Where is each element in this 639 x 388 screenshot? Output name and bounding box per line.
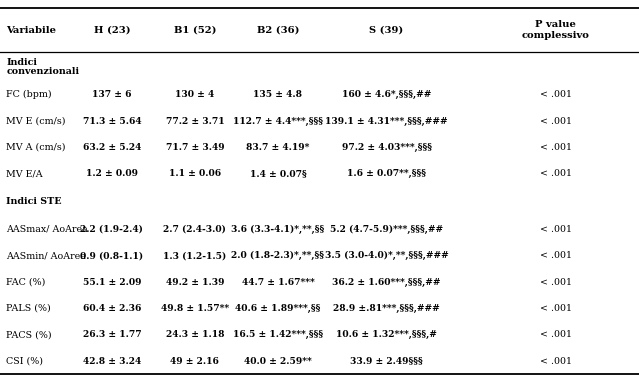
Text: 1.3 (1.2-1.5): 1.3 (1.2-1.5): [164, 251, 226, 260]
Text: 3.5 (3.0-4.0)*,**,§§§,###: 3.5 (3.0-4.0)*,**,§§§,###: [325, 251, 449, 260]
Text: AASmin/ AoArea: AASmin/ AoArea: [6, 251, 86, 260]
Text: MV E/A: MV E/A: [6, 169, 43, 178]
Text: H (23): H (23): [93, 26, 130, 35]
Text: Indici STE: Indici STE: [6, 197, 62, 206]
Text: 49.8 ± 1.57**: 49.8 ± 1.57**: [161, 304, 229, 313]
Text: S (39): S (39): [369, 26, 404, 35]
Text: 10.6 ± 1.32***,§§§,#: 10.6 ± 1.32***,§§§,#: [336, 330, 437, 340]
Text: 63.2 ± 5.24: 63.2 ± 5.24: [82, 143, 141, 152]
Text: FAC (%): FAC (%): [6, 277, 46, 287]
Text: 1.2 ± 0.09: 1.2 ± 0.09: [86, 169, 138, 178]
Text: 40.0 ± 2.59**: 40.0 ± 2.59**: [244, 357, 312, 366]
Text: 0.9 (0.8-1.1): 0.9 (0.8-1.1): [81, 251, 143, 260]
Text: 83.7 ± 4.19*: 83.7 ± 4.19*: [246, 143, 310, 152]
Text: 2.0 (1.8-2.3)*,**,§§: 2.0 (1.8-2.3)*,**,§§: [231, 251, 325, 260]
Text: Indici
convenzionali: Indici convenzionali: [6, 57, 79, 76]
Text: < .001: < .001: [540, 90, 572, 99]
Text: AASmax/ AoArea: AASmax/ AoArea: [6, 225, 88, 234]
Text: PACS (%): PACS (%): [6, 330, 52, 340]
Text: 71.7 ± 3.49: 71.7 ± 3.49: [166, 143, 224, 152]
Text: 2.2 (1.9-2.4): 2.2 (1.9-2.4): [81, 225, 143, 234]
Text: 42.8 ± 3.24: 42.8 ± 3.24: [82, 357, 141, 366]
Text: 71.3 ± 5.64: 71.3 ± 5.64: [82, 116, 141, 126]
Text: 55.1 ± 2.09: 55.1 ± 2.09: [82, 277, 141, 287]
Text: 40.6 ± 1.89***,§§: 40.6 ± 1.89***,§§: [235, 304, 321, 313]
Text: 28.9 ±.81***,§§§,###: 28.9 ±.81***,§§§,###: [333, 304, 440, 313]
Text: MV A (cm/s): MV A (cm/s): [6, 143, 66, 152]
Text: < .001: < .001: [540, 304, 572, 313]
Text: 36.2 ± 1.60***,§§§,##: 36.2 ± 1.60***,§§§,##: [332, 277, 441, 287]
Text: 137 ± 6: 137 ± 6: [92, 90, 132, 99]
Text: 49 ± 2.16: 49 ± 2.16: [171, 357, 219, 366]
Text: FC (bpm): FC (bpm): [6, 90, 52, 99]
Text: < .001: < .001: [540, 330, 572, 340]
Text: 3.6 (3.3-4.1)*,**,§§: 3.6 (3.3-4.1)*,**,§§: [231, 225, 325, 234]
Text: B2 (36): B2 (36): [257, 26, 299, 35]
Text: PALS (%): PALS (%): [6, 304, 51, 313]
Text: 33.9 ± 2.49§§§: 33.9 ± 2.49§§§: [350, 357, 423, 366]
Text: P value
complessivo: P value complessivo: [522, 20, 590, 40]
Text: 24.3 ± 1.18: 24.3 ± 1.18: [166, 330, 224, 340]
Text: B1 (52): B1 (52): [174, 26, 216, 35]
Text: < .001: < .001: [540, 116, 572, 126]
Text: < .001: < .001: [540, 225, 572, 234]
Text: 139.1 ± 4.31***,§§§,###: 139.1 ± 4.31***,§§§,###: [325, 116, 448, 126]
Text: 77.2 ± 3.71: 77.2 ± 3.71: [166, 116, 224, 126]
Text: 1.6 ± 0.07**,§§§: 1.6 ± 0.07**,§§§: [347, 169, 426, 178]
Text: 160 ± 4.6*,§§§,##: 160 ± 4.6*,§§§,##: [342, 90, 431, 99]
Text: 97.2 ± 4.03***,§§§: 97.2 ± 4.03***,§§§: [342, 143, 431, 152]
Text: < .001: < .001: [540, 143, 572, 152]
Text: Variabile: Variabile: [6, 26, 56, 35]
Text: < .001: < .001: [540, 357, 572, 366]
Text: MV E (cm/s): MV E (cm/s): [6, 116, 66, 126]
Text: 1.1 ± 0.06: 1.1 ± 0.06: [169, 169, 221, 178]
Text: 2.7 (2.4-3.0): 2.7 (2.4-3.0): [164, 225, 226, 234]
Text: CSI (%): CSI (%): [6, 357, 43, 366]
Text: 44.7 ± 1.67***: 44.7 ± 1.67***: [242, 277, 314, 287]
Text: < .001: < .001: [540, 169, 572, 178]
Text: 49.2 ± 1.39: 49.2 ± 1.39: [166, 277, 224, 287]
Text: 26.3 ± 1.77: 26.3 ± 1.77: [82, 330, 141, 340]
Text: 130 ± 4: 130 ± 4: [175, 90, 215, 99]
Text: 16.5 ± 1.42***,§§§: 16.5 ± 1.42***,§§§: [233, 330, 323, 340]
Text: < .001: < .001: [540, 251, 572, 260]
Text: 135 ± 4.8: 135 ± 4.8: [254, 90, 302, 99]
Text: 1.4 ± 0.07§: 1.4 ± 0.07§: [250, 169, 306, 178]
Text: 5.2 (4.7-5.9)***,§§§,##: 5.2 (4.7-5.9)***,§§§,##: [330, 225, 443, 234]
Text: 112.7 ± 4.4***,§§§: 112.7 ± 4.4***,§§§: [233, 116, 323, 126]
Text: 60.4 ± 2.36: 60.4 ± 2.36: [82, 304, 141, 313]
Text: < .001: < .001: [540, 277, 572, 287]
